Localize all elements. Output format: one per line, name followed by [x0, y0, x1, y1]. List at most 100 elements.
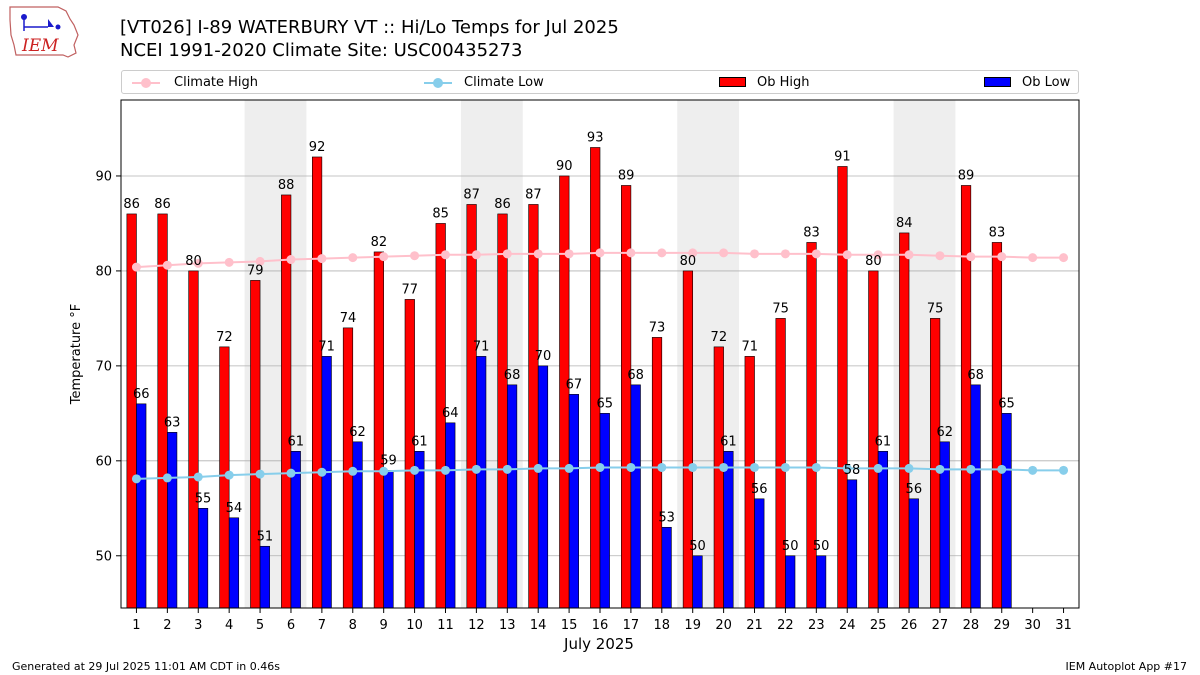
ob-low-label-10: 61 — [411, 434, 428, 449]
ob-high-bar-23 — [806, 242, 817, 609]
y-tick-label-70: 70 — [95, 359, 112, 374]
ob-low-bar-18 — [661, 526, 672, 609]
x-tick-label-24: 24 — [839, 618, 856, 633]
ob-high-label-18: 73 — [649, 320, 666, 335]
climate-low-point-15 — [564, 463, 574, 473]
x-tick-label-1: 1 — [132, 618, 140, 633]
ob-high-bar-6 — [281, 194, 292, 609]
ob-high-label-22: 75 — [772, 301, 789, 316]
y-tick-label-80: 80 — [95, 264, 112, 279]
x-tick-label-15: 15 — [561, 618, 578, 633]
ob-low-label-3: 55 — [195, 491, 212, 506]
bar-value-labels: 86 86 80 72 79 88 92 74 82 77 85 87 86 87 90 93 89 73 80 72… — [123, 130, 1014, 553]
climate-low-point-29 — [997, 464, 1007, 474]
ob-low-bar-19 — [692, 555, 703, 609]
ob-low-label-18: 53 — [658, 510, 675, 525]
x-tick-label-25: 25 — [870, 618, 887, 633]
x-tick-label-31: 31 — [1055, 618, 1072, 633]
ob-low-bar-7 — [321, 356, 332, 609]
ob-low-label-13: 68 — [504, 368, 521, 383]
x-tick-label-9: 9 — [380, 618, 388, 633]
ob-low-bar-5 — [259, 545, 270, 609]
ob-low-label-2: 63 — [164, 415, 181, 430]
climate-low-point-11 — [440, 465, 450, 475]
ob-high-bar-24 — [837, 166, 848, 609]
climate-high-point-19 — [688, 248, 698, 258]
ob-high-bar-7 — [311, 156, 323, 609]
climate-low-point-7 — [317, 467, 327, 477]
climate-high-line — [136, 251, 1064, 269]
ob-low-label-26: 56 — [906, 482, 923, 497]
chart-subtitle: NCEI 1991-2020 Climate Site: USC00435273 — [120, 40, 523, 61]
ob-low-label-7: 71 — [318, 339, 335, 354]
climate-high-point-27 — [935, 251, 945, 261]
ob-high-label-11: 85 — [432, 206, 449, 221]
climate-low-point-31 — [1059, 465, 1069, 475]
iem-logo: IEM — [9, 6, 79, 58]
x-tick-label-11: 11 — [437, 618, 454, 633]
climate-low-point-28 — [966, 464, 976, 474]
ob-low-label-22: 50 — [782, 539, 799, 554]
ob-low-bar-25 — [877, 451, 889, 609]
ob-low-bar-16 — [599, 413, 610, 609]
chart-title: [VT026] I-89 WATERBURY VT :: Hi/Lo Temps… — [120, 17, 619, 38]
legend: Climate High Climate Low Ob High Ob Low — [121, 70, 1079, 94]
climate-low-point-3 — [193, 472, 203, 482]
ob-high-bar-28 — [960, 185, 972, 609]
climate-low-point-21 — [750, 462, 760, 472]
climate-high-point-14 — [533, 249, 543, 259]
ob-low-bar-8 — [352, 441, 363, 609]
climate-low-point-19 — [688, 462, 698, 472]
ob-high-bar-19 — [682, 270, 694, 609]
ob-low-bar-24 — [846, 479, 858, 609]
ob-high-label-26: 84 — [896, 216, 913, 231]
climate-low-point-14 — [533, 463, 543, 473]
ob-low-label-1: 66 — [133, 387, 150, 402]
climate-low-point-20 — [719, 462, 729, 472]
climate-low-point-24 — [842, 463, 852, 473]
climate-low-point-30 — [1028, 465, 1038, 475]
ob-high-bar-18 — [651, 337, 663, 609]
ob-low-bar-1 — [136, 403, 147, 609]
ob-low-bar-2 — [167, 432, 178, 609]
climate-high-point-20 — [719, 248, 729, 258]
ob-high-bar-25 — [868, 270, 879, 609]
climate-low-point-1 — [131, 474, 141, 484]
climate-low-point-25 — [873, 463, 883, 473]
ob-high-bar-29 — [991, 242, 1003, 609]
climate-high-point-9 — [379, 252, 389, 262]
climate-low-point-23 — [811, 462, 821, 472]
ob-low-bar-17 — [630, 384, 641, 609]
climate-high-point-6 — [286, 255, 296, 265]
weekend-shade-4 — [893, 100, 956, 608]
ob-low-bar-21 — [754, 498, 765, 609]
x-tick-label-6: 6 — [287, 618, 295, 633]
legend-climate-high-label: Climate High — [174, 75, 259, 90]
climate-high-point-21 — [750, 249, 760, 259]
ob-low-label-4: 54 — [226, 501, 243, 516]
climate-high-point-16 — [595, 248, 605, 258]
x-tick-label-14: 14 — [530, 618, 547, 633]
ob-low-label-14: 70 — [535, 349, 552, 364]
climate-low-point-18 — [657, 462, 667, 472]
legend-climate-low-label: Climate Low — [464, 75, 544, 90]
climate-high-point-10 — [410, 251, 420, 261]
ob-high-bar-26 — [899, 232, 910, 609]
logo-text: IEM — [21, 36, 59, 56]
climate-high-point-8 — [348, 253, 358, 263]
ob-high-bar-16 — [590, 147, 601, 609]
ob-high-label-29: 83 — [989, 225, 1006, 240]
ob-low-bar-6 — [290, 451, 301, 609]
climate-low-line — [136, 466, 1064, 480]
x-tick-label-10: 10 — [406, 618, 423, 633]
weekend-shading — [244, 100, 956, 608]
ob-low-label-29: 65 — [998, 396, 1015, 411]
ob-low-label-8: 62 — [349, 425, 366, 440]
climate-low-point-12 — [471, 464, 481, 474]
ob-high-label-10: 77 — [402, 282, 419, 297]
ob-low-label-12: 71 — [473, 339, 490, 354]
ob-high-label-21: 71 — [741, 339, 758, 354]
ob-high-label-6: 88 — [278, 178, 295, 193]
ob-high-label-5: 79 — [247, 263, 264, 278]
ob-low-label-11: 64 — [442, 406, 459, 421]
